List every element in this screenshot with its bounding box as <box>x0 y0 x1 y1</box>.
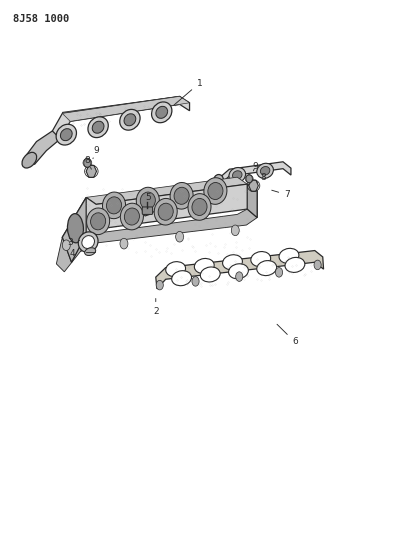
Ellipse shape <box>156 106 168 118</box>
Ellipse shape <box>78 232 98 252</box>
Ellipse shape <box>251 252 271 266</box>
Text: 1: 1 <box>174 78 202 105</box>
Polygon shape <box>156 251 324 289</box>
Ellipse shape <box>229 264 249 279</box>
Circle shape <box>231 225 239 236</box>
Text: 8: 8 <box>257 173 266 182</box>
Ellipse shape <box>285 257 305 272</box>
Ellipse shape <box>279 248 299 263</box>
Circle shape <box>236 272 243 281</box>
Polygon shape <box>52 96 190 139</box>
Ellipse shape <box>60 128 72 141</box>
Polygon shape <box>62 96 190 122</box>
Circle shape <box>246 174 253 183</box>
Polygon shape <box>221 162 291 183</box>
Ellipse shape <box>22 152 37 168</box>
Ellipse shape <box>188 193 211 220</box>
Polygon shape <box>27 131 60 165</box>
Circle shape <box>275 268 282 277</box>
Ellipse shape <box>120 109 140 130</box>
Circle shape <box>192 277 199 286</box>
Polygon shape <box>86 177 247 204</box>
Ellipse shape <box>85 248 96 255</box>
Ellipse shape <box>152 102 172 123</box>
Polygon shape <box>249 180 258 191</box>
Ellipse shape <box>103 192 126 219</box>
Circle shape <box>314 260 321 270</box>
Text: 2: 2 <box>153 298 158 316</box>
Ellipse shape <box>88 117 108 138</box>
Ellipse shape <box>200 267 220 282</box>
Ellipse shape <box>194 259 214 273</box>
Ellipse shape <box>192 198 207 215</box>
Ellipse shape <box>82 236 95 248</box>
Circle shape <box>84 243 92 253</box>
Polygon shape <box>62 96 188 120</box>
Text: 9: 9 <box>252 162 258 171</box>
Ellipse shape <box>172 271 192 286</box>
Text: 9: 9 <box>93 146 99 159</box>
Circle shape <box>84 158 91 167</box>
Ellipse shape <box>257 163 273 179</box>
Ellipse shape <box>204 177 227 204</box>
Ellipse shape <box>208 182 223 199</box>
Text: 4: 4 <box>69 249 81 258</box>
FancyBboxPatch shape <box>142 207 152 214</box>
Polygon shape <box>56 209 257 272</box>
Polygon shape <box>62 184 257 262</box>
Text: 8J58 1000: 8J58 1000 <box>13 14 69 24</box>
Circle shape <box>62 240 70 251</box>
Polygon shape <box>247 184 257 217</box>
Ellipse shape <box>233 171 242 180</box>
Ellipse shape <box>120 203 143 230</box>
Text: 6: 6 <box>277 324 298 346</box>
Ellipse shape <box>261 166 270 175</box>
Ellipse shape <box>174 187 189 204</box>
Text: 7: 7 <box>272 190 290 199</box>
Circle shape <box>120 238 128 249</box>
Ellipse shape <box>170 182 193 209</box>
Polygon shape <box>62 197 86 262</box>
Ellipse shape <box>124 114 136 126</box>
Ellipse shape <box>140 192 155 209</box>
Ellipse shape <box>91 213 106 230</box>
Ellipse shape <box>154 198 177 225</box>
Ellipse shape <box>257 261 277 276</box>
Ellipse shape <box>223 255 243 270</box>
Polygon shape <box>86 165 97 177</box>
Circle shape <box>176 231 184 242</box>
Ellipse shape <box>56 124 77 145</box>
Ellipse shape <box>229 167 245 183</box>
Ellipse shape <box>107 197 122 214</box>
Ellipse shape <box>92 121 104 133</box>
Ellipse shape <box>67 214 83 243</box>
Circle shape <box>156 280 163 290</box>
Ellipse shape <box>166 262 186 277</box>
Ellipse shape <box>87 208 110 235</box>
Ellipse shape <box>214 174 223 185</box>
Polygon shape <box>142 210 150 216</box>
Ellipse shape <box>136 187 159 214</box>
Text: 5: 5 <box>145 193 151 208</box>
Text: 8: 8 <box>85 156 91 169</box>
Ellipse shape <box>124 208 140 225</box>
Text: 3: 3 <box>67 238 79 247</box>
Ellipse shape <box>158 203 173 220</box>
